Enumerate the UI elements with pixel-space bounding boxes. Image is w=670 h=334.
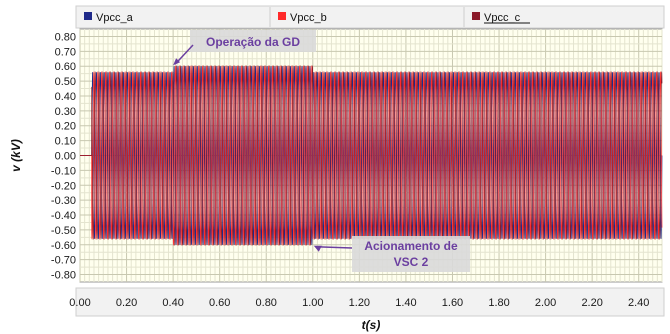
legend-swatch <box>472 12 480 20</box>
x-tick-label: 1.80 <box>488 297 509 309</box>
y-tick-label: 0.80 <box>55 31 76 43</box>
y-tick-label: -0.40 <box>51 210 76 222</box>
x-axis-band <box>75 287 665 317</box>
x-tick-label: 2.00 <box>535 297 556 309</box>
y-tick-label: -0.80 <box>51 270 76 282</box>
x-tick-label: 0.20 <box>116 297 137 309</box>
x-tick-label: 1.20 <box>349 297 370 309</box>
y-tick-label: 0.50 <box>55 76 76 88</box>
x-tick-label: 2.20 <box>581 297 602 309</box>
legend-swatch <box>278 12 286 20</box>
annotation-label: VSC 2 <box>394 255 429 269</box>
series-line-Vpcc_c <box>80 65 663 246</box>
annotation-label: Operação da GD <box>206 35 300 49</box>
series-line-Vpcc_a <box>80 66 663 245</box>
annotation-box <box>190 30 316 52</box>
legend-swatch <box>84 12 92 20</box>
y-tick-label: -0.70 <box>51 255 76 267</box>
x-axis-title: t(s) <box>362 318 381 332</box>
legend-label: Vpcc_b <box>290 12 327 24</box>
legend-bar <box>75 5 665 29</box>
x-tick-label: 2.40 <box>628 297 649 309</box>
annotation-arrowhead <box>173 58 181 66</box>
x-tick-label: 0.40 <box>162 297 183 309</box>
y-tick-label: 0.20 <box>55 121 76 133</box>
x-tick-label: 1.40 <box>395 297 416 309</box>
x-tick-label: 1.00 <box>302 297 323 309</box>
y-tick-label: -0.30 <box>51 195 76 207</box>
annotation-label: Acionamento de <box>364 239 458 253</box>
x-tick-label: 1.60 <box>442 297 463 309</box>
y-axis-title: v (kV) <box>9 139 23 172</box>
y-tick-label: -0.60 <box>51 240 76 252</box>
y-tick-label: 0.10 <box>55 136 76 148</box>
x-tick-label: 0.60 <box>209 297 230 309</box>
y-tick-label: 0.40 <box>55 91 76 103</box>
y-tick-label: 0.70 <box>55 46 76 58</box>
annotation-box <box>352 236 470 272</box>
y-tick-label: -0.20 <box>51 180 76 192</box>
legend-label: Vpcc_c <box>484 12 521 24</box>
x-tick-label: 0.00 <box>69 297 90 309</box>
legend-label: Vpcc_a <box>96 12 134 24</box>
y-tick-labels: 0.80 0.70 0.60 0.50 0.40 0.30 0.20 0.10 0.00 -0.1… <box>51 31 76 281</box>
y-tick-label: 0.30 <box>55 106 76 118</box>
y-tick-label: -0.50 <box>51 225 76 237</box>
legend: Vpcc_a Vpcc_b Vpcc_c <box>84 7 530 27</box>
series-group <box>80 65 663 246</box>
y-tick-label: 0.60 <box>55 61 76 73</box>
annotation-arrowhead <box>313 245 322 252</box>
x-tick-labels: 0.00 0.20 0.40 0.60 0.80 1.00 1.20 1.40 1.60 1.80… <box>69 297 649 309</box>
annotations: Operação da GD Acionamento de VSC 2 <box>173 30 470 272</box>
series-line-Vpcc_b <box>80 65 663 246</box>
annotation-arrow <box>315 246 353 249</box>
x-tick-label: 0.80 <box>256 297 277 309</box>
y-tick-label: -0.10 <box>51 165 76 177</box>
y-tick-label: 0.00 <box>55 151 76 163</box>
